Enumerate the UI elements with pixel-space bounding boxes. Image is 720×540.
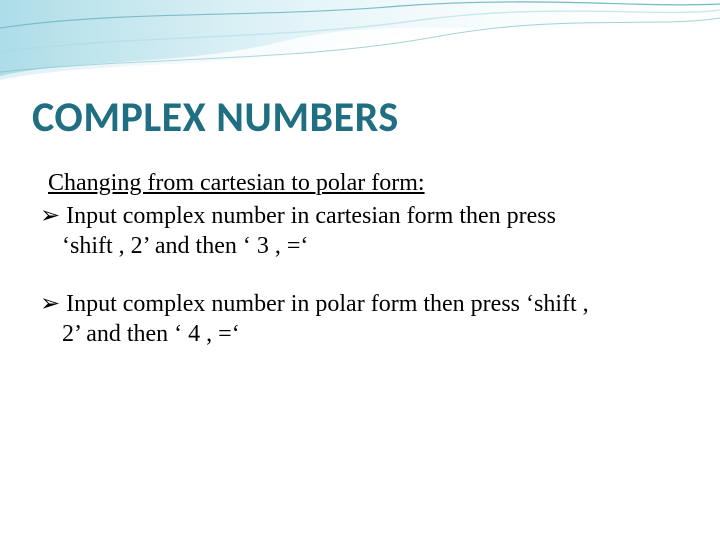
- content-area: Changing from cartesian to polar form: ➢…: [40, 170, 680, 377]
- bullet-item: ➢ Input complex number in cartesian form…: [40, 201, 680, 261]
- bullet-text: Input complex number in cartesian form t…: [66, 201, 680, 231]
- bullet-item: ➢ Input complex number in polar form the…: [40, 289, 680, 349]
- bullet-arrow-icon: ➢: [40, 289, 60, 319]
- subheading: Changing from cartesian to polar form:: [48, 170, 680, 197]
- bullet-text: Input complex number in polar form then …: [66, 289, 680, 319]
- bullet-text-continuation: 2’ and then ‘ 4 , =‘: [62, 319, 680, 349]
- wave-decoration: [0, 0, 720, 90]
- bullet-text-continuation: ‘shift , 2’ and then ‘ 3 , =‘: [62, 231, 680, 261]
- slide-title: COMPLEX NUMBERS: [32, 92, 399, 143]
- bullet-arrow-icon: ➢: [40, 201, 60, 231]
